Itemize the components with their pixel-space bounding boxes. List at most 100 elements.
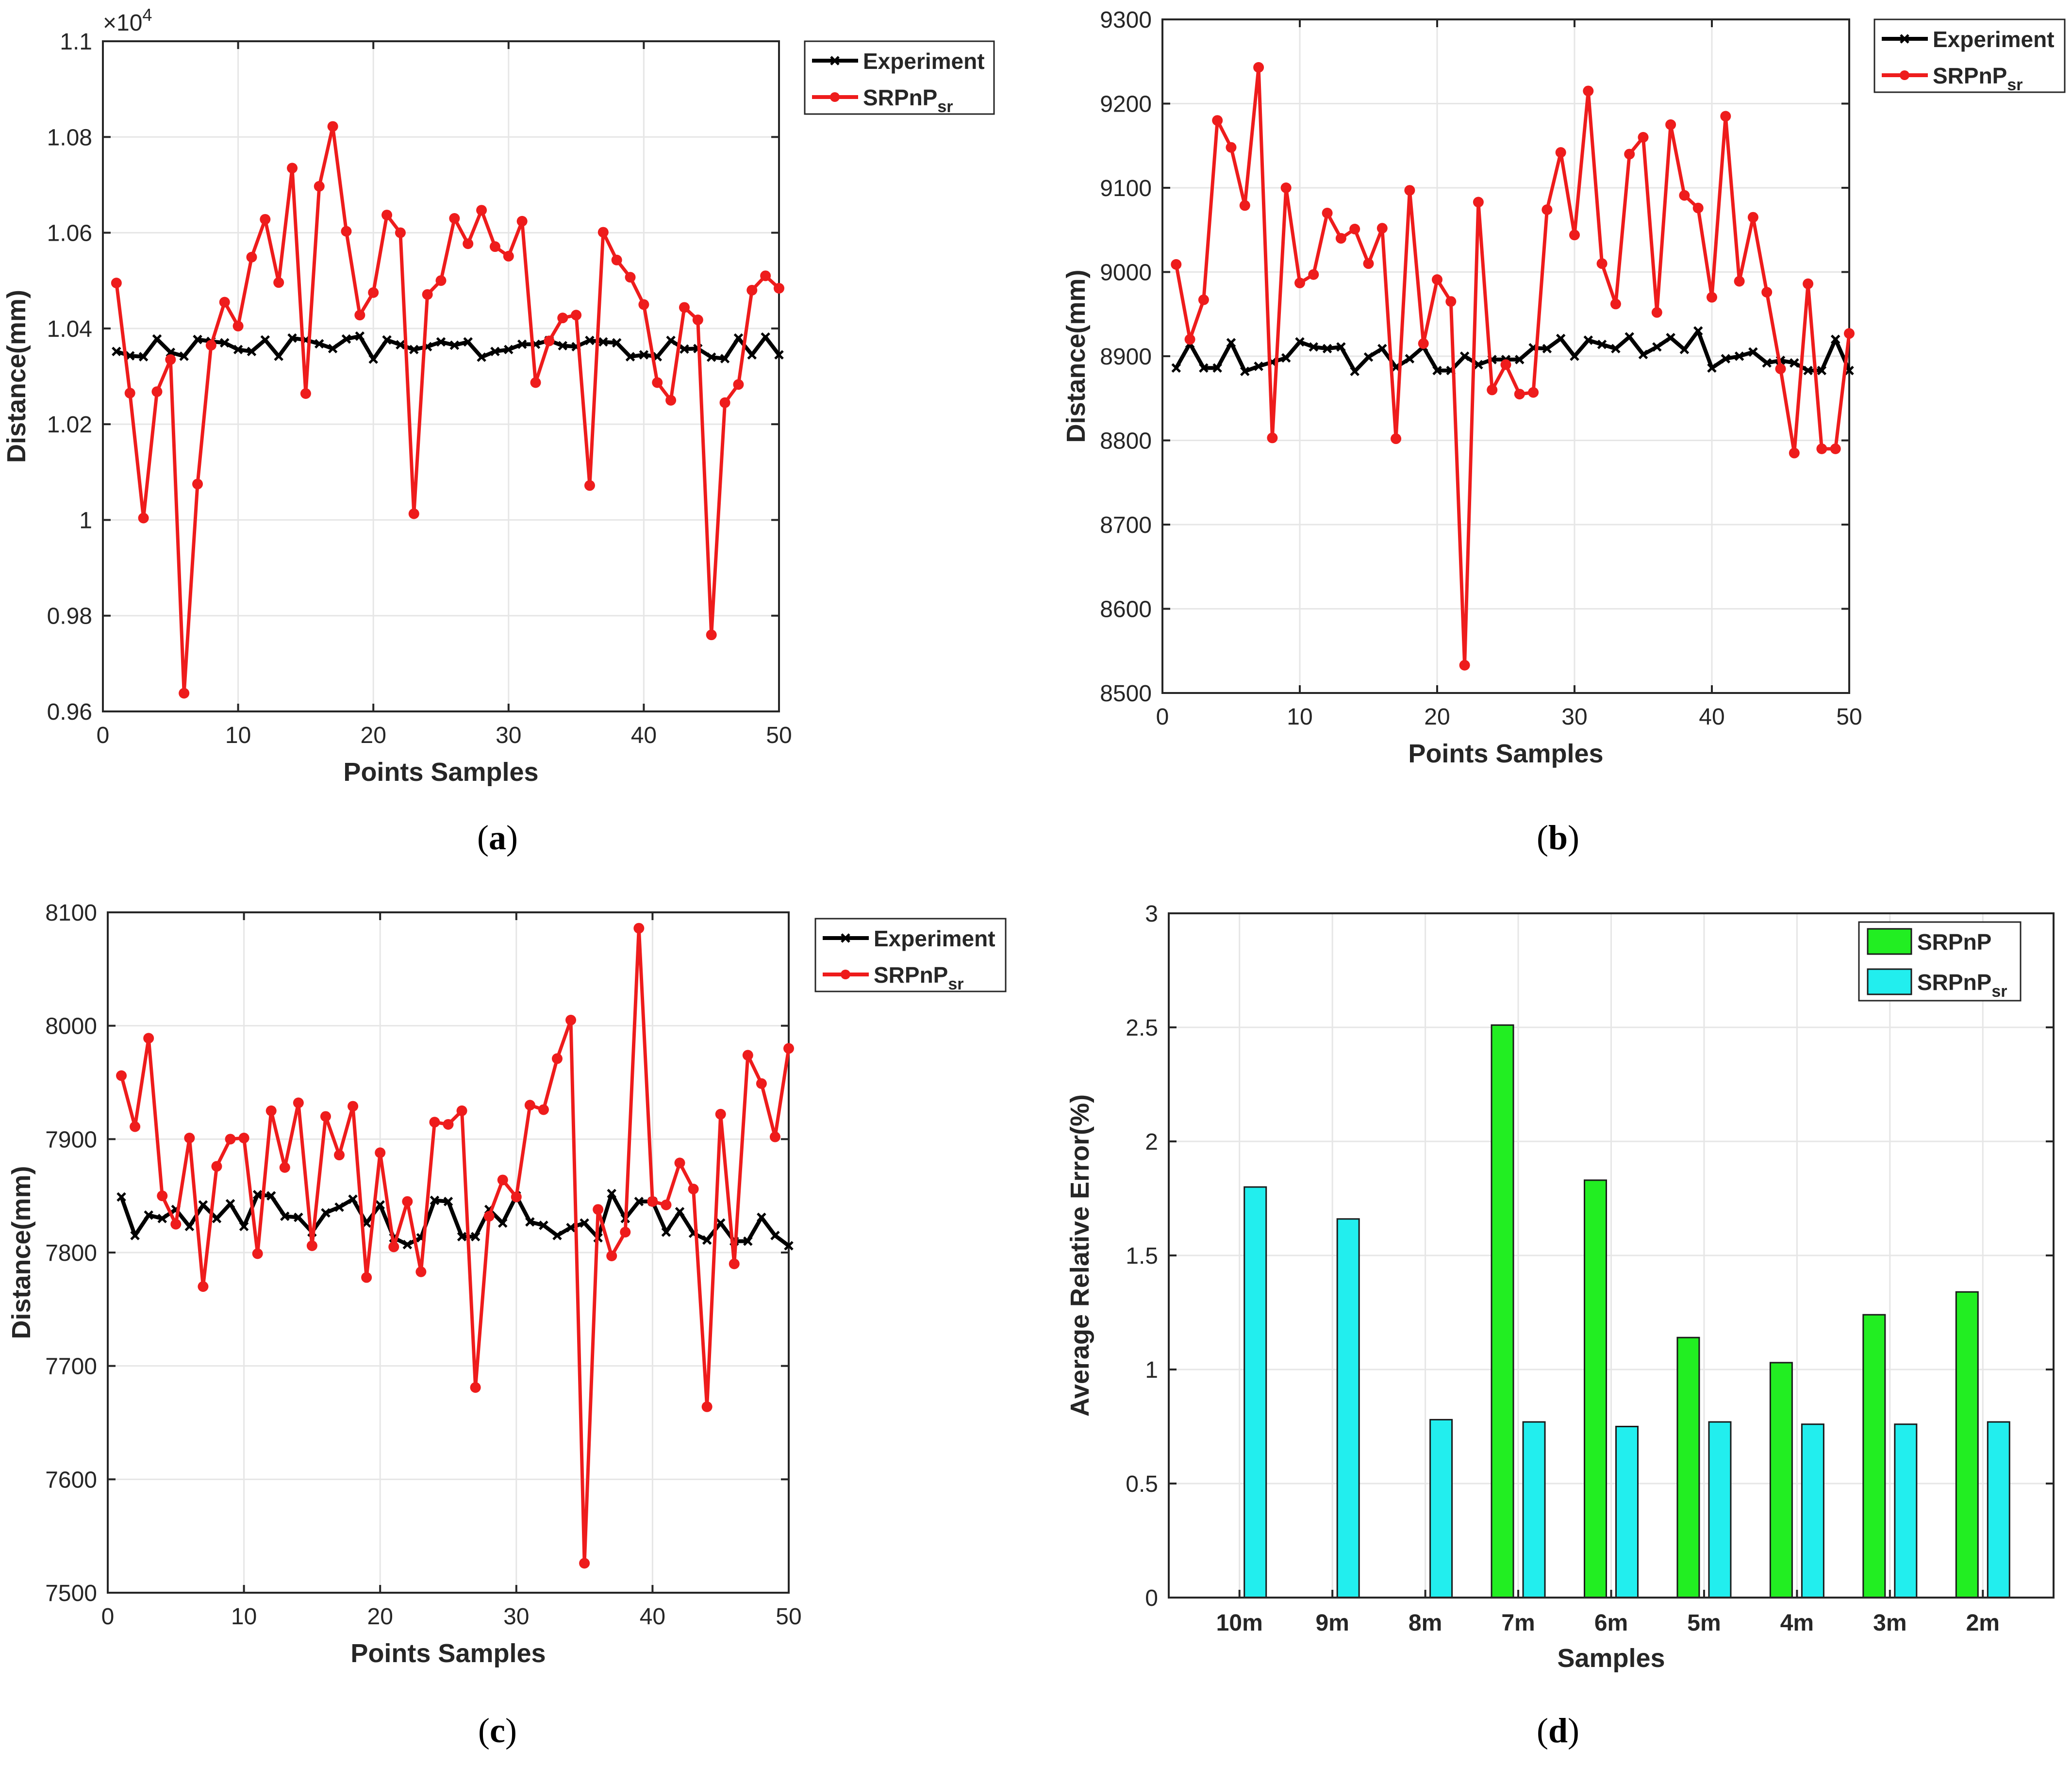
data-point-srpnp-sr	[538, 1104, 549, 1115]
data-point-srpnp-sr	[279, 1162, 290, 1173]
data-point-srpnp-sr	[1226, 142, 1237, 153]
y-axis-label: Distance(mm)	[7, 1166, 36, 1339]
y-tick-label: 1	[1145, 1357, 1158, 1383]
data-point-experiment	[1679, 345, 1690, 354]
data-point-srpnp-sr	[463, 238, 474, 249]
data-point-experiment	[675, 1207, 685, 1217]
data-point-experiment	[585, 335, 595, 346]
data-point-srpnp-sr	[1349, 224, 1360, 235]
legend-swatch	[1867, 968, 1912, 995]
data-point-experiment	[625, 352, 635, 362]
y-axis-label: Distance(mm)	[1061, 269, 1091, 443]
data-point-experiment	[1281, 353, 1291, 363]
data-point-srpnp-sr	[1569, 230, 1580, 241]
chart-b: 8500 8600 8700 8800 8900 9000 9100 9200 9300 Dist…	[1061, 7, 2066, 768]
data-point-srpnp-sr	[116, 1070, 127, 1081]
data-point-srpnp-sr	[388, 1241, 399, 1253]
data-point-experiment	[266, 1191, 276, 1201]
x-tick-label: 20	[1424, 704, 1450, 730]
data-point-experiment	[517, 339, 527, 349]
legend-swatch	[1867, 928, 1912, 955]
legend-marker-dot	[1900, 70, 1909, 80]
data-point-experiment	[157, 1214, 167, 1223]
data-point-experiment	[260, 335, 270, 345]
legend-marker-x	[1900, 34, 1909, 44]
data-point-srpnp-sr	[1720, 111, 1731, 122]
data-point-experiment	[274, 351, 283, 361]
data-point-experiment	[430, 1195, 440, 1205]
data-point-srpnp-sr	[584, 480, 595, 491]
data-point-experiment	[152, 334, 162, 344]
legend-label: Experiment	[874, 926, 995, 951]
y-tick-label: 0	[1145, 1585, 1158, 1611]
data-point-experiment	[457, 1232, 467, 1242]
data-point-experiment	[525, 1217, 535, 1227]
data-point-experiment	[720, 354, 730, 363]
data-point-experiment	[348, 1194, 358, 1204]
data-point-experiment	[252, 1190, 263, 1200]
data-point-srpnp-sr	[429, 1117, 440, 1128]
data-point-experiment	[1240, 366, 1250, 376]
data-point-srpnp-sr	[260, 214, 271, 225]
data-point-experiment	[1459, 351, 1470, 361]
axes-frame-top	[1168, 912, 2055, 1599]
data-point-srpnp-sr	[503, 250, 514, 262]
data-point-experiment	[239, 1221, 249, 1232]
data-point-experiment	[1830, 334, 1840, 345]
chart-d: 0 0.5 1 1.5 2 2.5 3 Average Relative Error(%) Sa…	[1065, 901, 2055, 1673]
y-tick-label: 9100	[1100, 176, 1152, 201]
y-tick-label: 1.06	[47, 221, 92, 247]
y-tick-label: 7500	[45, 1581, 97, 1606]
data-point-srpnp-sr	[551, 1053, 563, 1064]
x-tick-label: 30	[503, 1604, 529, 1630]
data-point-experiment	[470, 1232, 481, 1242]
data-point-srpnp-sr	[652, 377, 663, 388]
y-tick-label: 1.02	[47, 412, 92, 438]
data-point-experiment	[1748, 347, 1758, 357]
x-tick-label: 10	[231, 1604, 257, 1630]
data-point-experiment	[1693, 326, 1703, 336]
y-axis-label: Distance(mm)	[2, 290, 31, 463]
data-point-experiment	[634, 1197, 644, 1206]
data-point-experiment	[198, 1200, 208, 1210]
data-point-experiment	[1762, 358, 1772, 368]
data-point-experiment	[770, 1231, 780, 1240]
data-point-experiment	[1652, 342, 1662, 352]
data-point-experiment	[1474, 360, 1483, 370]
data-point-srpnp-sr	[1775, 363, 1786, 375]
data-point-srpnp-sr	[1335, 233, 1346, 244]
x-tick-label: 5m	[1687, 1610, 1721, 1636]
bar-srpnp-sr-7m	[1522, 1421, 1546, 1599]
data-point-srpnp-sr	[1198, 294, 1209, 305]
data-point-srpnp-sr	[511, 1191, 522, 1203]
x-tick-label: 20	[367, 1604, 393, 1630]
y-tick-label: 8700	[1100, 512, 1152, 538]
data-point-experiment	[504, 345, 514, 355]
data-point-srpnp-sr	[497, 1174, 508, 1186]
axis-exponent-label: ×104	[103, 5, 152, 36]
data-point-experiment	[1432, 365, 1442, 376]
bar-srpnp-3m	[1862, 1314, 1886, 1599]
data-point-experiment	[375, 1200, 385, 1210]
data-point-experiment	[341, 334, 351, 344]
legend-box	[1873, 18, 2066, 93]
data-point-srpnp-sr	[402, 1196, 413, 1207]
x-tick-label: 4m	[1780, 1610, 1814, 1636]
data-point-srpnp-sr	[1459, 660, 1470, 671]
y-tick-label: 0.5	[1126, 1471, 1158, 1497]
data-point-srpnp-sr	[715, 1108, 726, 1120]
data-point-experiment	[463, 337, 473, 347]
x-tick-label: 40	[631, 723, 657, 748]
y-tick-label: 1.1	[60, 29, 92, 55]
data-point-experiment	[761, 332, 770, 342]
data-point-srpnp-sr	[611, 254, 622, 265]
data-point-srpnp-sr	[476, 205, 487, 216]
y-tick-label: 1	[79, 508, 92, 533]
data-point-experiment	[784, 1241, 794, 1251]
bar-srpnp-4m	[1769, 1362, 1793, 1599]
data-point-experiment	[743, 1236, 753, 1246]
data-point-srpnp-sr	[246, 251, 257, 263]
data-point-srpnp-sr	[524, 1100, 535, 1111]
data-point-experiment	[1583, 335, 1593, 345]
data-point-srpnp-sr	[593, 1204, 604, 1215]
